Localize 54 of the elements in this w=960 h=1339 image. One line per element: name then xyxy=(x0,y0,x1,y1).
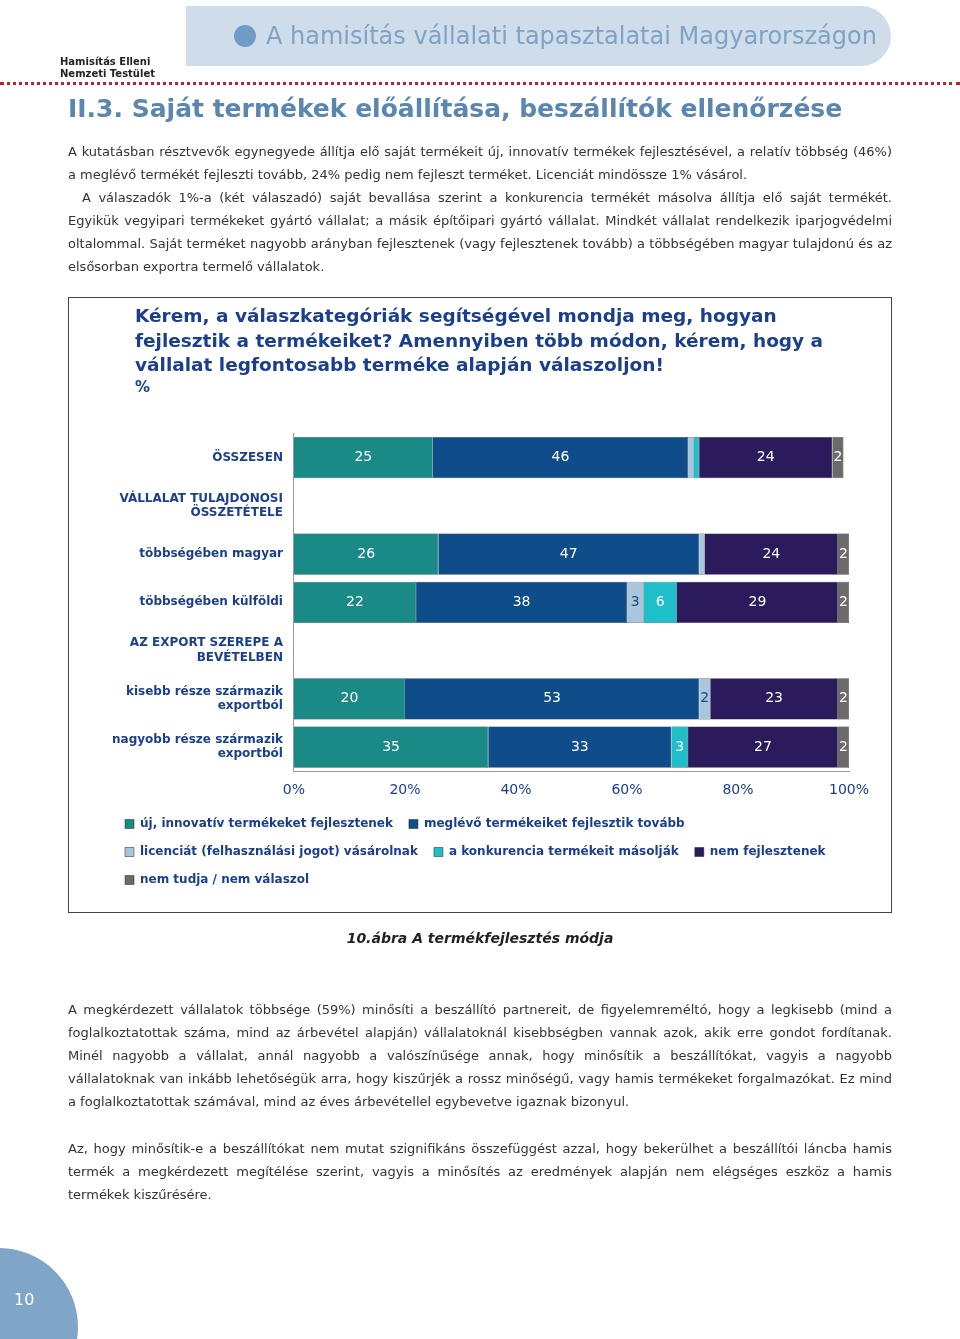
text: 10.ábra A termékfejlesztés módja xyxy=(345,930,615,946)
text: Az, hogy minősítik-e a beszállítókat nem mutat szignifikáns összefüggést azzal, hogy bekerülhet a beszállítói láncba hamis termék a megkérdezett megítélése szerint, vagyis a minősítés az eredmények alapján nem elégséges eszköz a hamis termékek kiszűrésére. xyxy=(68,1140,892,1204)
data-label: 20 xyxy=(340,689,359,706)
data-label: 38 xyxy=(512,592,531,609)
x-tick-label: 20% xyxy=(389,781,421,798)
y-tick-label: ÖSSZESEN xyxy=(212,448,283,464)
y-tick-label: többségében magyar xyxy=(139,546,284,561)
legend-label: a konkurencia termékeit másolják xyxy=(448,844,680,859)
data-label: 27 xyxy=(754,737,772,754)
data-label: 25 xyxy=(354,448,373,465)
data-label: 24 xyxy=(756,448,775,465)
data-label: 2 xyxy=(838,592,848,609)
text: A hamisítás vállalati tapasztalatai Magyarországon xyxy=(266,22,877,50)
y-tick-label: többségében külföldi xyxy=(139,594,283,609)
legend-label: meglévő termékeiket fejlesztik tovább xyxy=(423,816,686,831)
data-label: 53 xyxy=(543,689,561,706)
legend-label: új, innovatív termékeket fejlesztenek xyxy=(140,816,394,831)
data-label: 2 xyxy=(833,448,843,465)
data-label: 29 xyxy=(748,592,767,609)
data-label: 23 xyxy=(765,689,783,706)
data-label: 2 xyxy=(838,689,848,706)
data-label: 26 xyxy=(357,544,376,561)
data-label: 35 xyxy=(382,737,401,754)
data-label: 6 xyxy=(655,592,665,609)
legend-label: nem tudja / nem válaszol xyxy=(140,872,310,887)
x-tick-label: 0% xyxy=(282,781,306,798)
data-label: 33 xyxy=(570,737,589,754)
text: Hamisítás Elleni Nemzeti Testület xyxy=(60,56,156,80)
data-label: 46 xyxy=(551,448,570,465)
x-tick-label: 100% xyxy=(828,781,870,798)
text: A kutatásban résztvevők egynegyede állítja elő saját termékeit új, innovatív termékek fejlesztésével, a relatív többség (46%) a meglévő termékét fejleszti tovább, 24% pedig nem fejleszt terméket. Licenciát mindössze 1% vásárol. xyxy=(68,143,892,184)
y-tick-label: kisebb része származik exportból xyxy=(125,683,284,713)
data-label: 2 xyxy=(838,544,848,561)
y-tick-label: VÁLLALAT TULAJDONOSI ÖSSZETÉTELE xyxy=(119,489,283,520)
data-label: 3 xyxy=(630,592,640,609)
x-tick-label: 80% xyxy=(722,781,754,798)
x-tick-label: 40% xyxy=(500,781,532,798)
text: II.3. Saját termékek előállítása, beszállítók ellenőrzése xyxy=(68,94,843,123)
data-label: 47 xyxy=(559,544,578,561)
y-tick-label: AZ EXPORT SZEREPE A BEVÉTELBEN xyxy=(129,635,284,664)
text: % xyxy=(135,378,151,396)
x-tick-label: 60% xyxy=(611,781,643,798)
text: A megkérdezett vállalatok többsége (59%) minősíti a beszállító partnereit, de figyelemreméltó, hogy a legkisebb (mind a foglalkoztatottak száma, mind az árbevétel alapján) vállalatoknál kisebbségben vannak azok, akik erre gondot fordítanak. Minél nagyobb a vállalat, annál nagyobb a valószínűsége annak, hogy minősítik a beszállítókat, vagyis a nagyobb vállalatoknak van inkább lehetőségük arra, hogy kiszűrjék a rossz minőségű, vagy hamis termékeket forgalmazókat. Ez mind a foglalkoztatottak számával, mind az éves árbevétellel egybevetve igaznak bizonyul. xyxy=(68,1001,892,1111)
data-label: 22 xyxy=(346,592,364,609)
chart-title: Kérem, a válaszkategóriák segítségével mondja meg, hogyan fejlesztik a termékeiket? Amennyiben több módon, kérem, hogy a vállalat legfontosabb terméke alapján válaszoljon! xyxy=(135,304,825,377)
legend-label: licenciát (felhasználási jogot) vásárolnak xyxy=(140,844,419,859)
data-label: 3 xyxy=(675,737,685,754)
data-label: 24 xyxy=(762,544,781,561)
data-label: 2 xyxy=(838,737,848,754)
page-number-disc: 10 xyxy=(0,1248,78,1339)
y-tick-label: nagyobb része származik exportból xyxy=(111,732,284,761)
legend-label: nem fejlesztenek xyxy=(709,844,827,859)
data-label: 2 xyxy=(700,689,710,706)
text: A válaszadók 1%-a (két válaszadó) saját bevallása szerint a konkurencia termékét másolva állítja elő saját termékét. Egyikük vegyipari termékeket gyártó vállalat; a másik építőipari gyártó vállalat. Mindkét vállalat rendelkezik iparjogvédelmi oltalommal. Saját terméket nagyobb arányban fejlesztenek (vagy fejlesztenek tovább) a többségében magyar tulajdonú és az elsősorban exportra termelő vállalatok. xyxy=(68,189,892,276)
